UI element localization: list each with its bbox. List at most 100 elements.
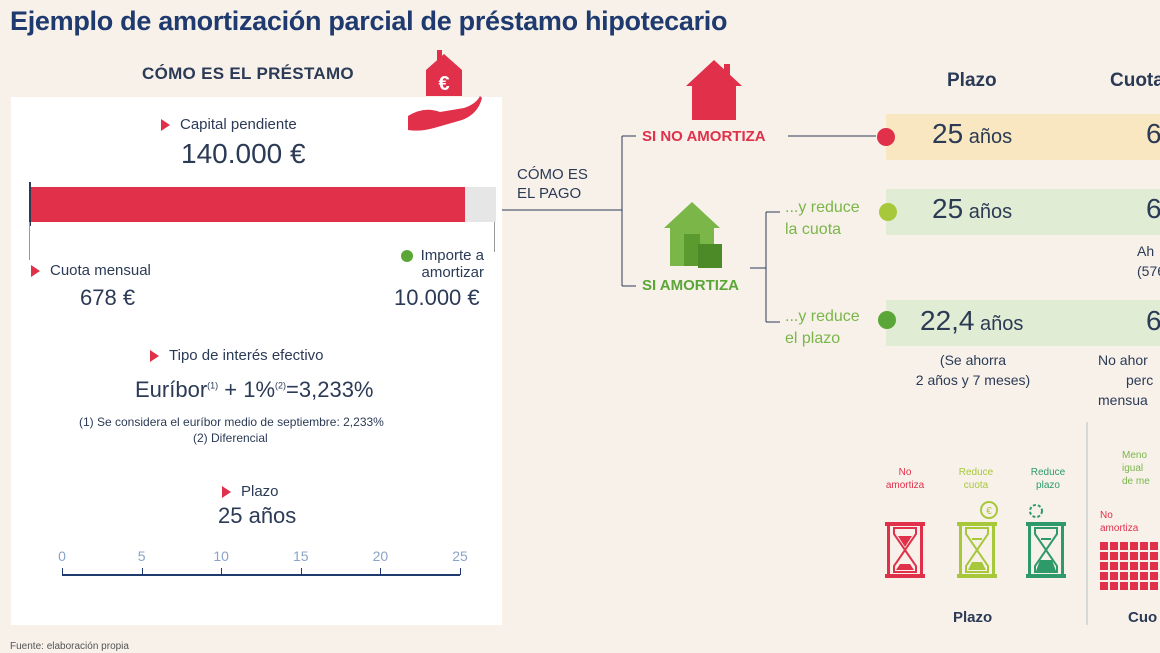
interes-euribor: Euríbor [135, 377, 208, 402]
cuota-no-label: No amortiza [1100, 509, 1138, 535]
scale-tick-mark [221, 568, 223, 575]
como-es-2: EL PAGO [517, 185, 582, 202]
hg-rp-1: Reduce [1030, 467, 1066, 478]
row3-cuota-note-3: mensua [1098, 392, 1148, 408]
scale-tick-label: 5 [137, 548, 146, 564]
grid-cell [1130, 562, 1138, 570]
row-reduce-cuota-band [886, 189, 1160, 235]
capital-bar-fill [29, 187, 465, 222]
bar-start-line [29, 222, 30, 260]
cuota-no-1: No [1100, 510, 1113, 521]
hg-no-2: amortiza [885, 480, 925, 491]
grid-cell [1140, 582, 1148, 590]
grid-cell [1100, 542, 1108, 550]
row2-note-2: (576 [1137, 263, 1160, 279]
si-amortiza: SI AMORTIZA [642, 277, 739, 294]
reduce-cuota-label: ...y reduce la cuota [785, 197, 860, 241]
cuota-label-row: Cuota mensual [31, 262, 151, 279]
row3-cuota-note: No ahor perc mensua [1098, 350, 1153, 410]
page-title: Ejemplo de amortización parcial de prést… [10, 6, 728, 36]
row3-cuota-note-1: No ahor [1098, 352, 1148, 368]
grid-cell [1110, 562, 1118, 570]
house-red-icon [686, 58, 742, 120]
row1-dot [877, 128, 895, 146]
hourglass-darkgreen-icon [1024, 500, 1068, 580]
grid-cell [1100, 552, 1108, 560]
plazo-label-row: Plazo [222, 483, 279, 500]
plazo-value: 25 años [218, 503, 297, 528]
col-plazo-header: Plazo [947, 70, 997, 91]
source-note: Fuente: elaboración propia [10, 641, 129, 652]
grid-cell [1100, 562, 1108, 570]
reduce-cuota-1: ...y reduce [785, 199, 860, 216]
row1-plazo-unit: años [963, 126, 1013, 148]
cuota-hdr-1: Meno [1122, 450, 1148, 461]
scale-tick-label: 25 [452, 548, 468, 564]
row2-note: Ah (576 [1137, 241, 1160, 281]
hg-no-1: No [898, 467, 912, 478]
svg-text:€: € [438, 73, 449, 95]
col-cuota-header: Cuota [1110, 70, 1160, 91]
plazo-footer: Plazo [953, 609, 993, 626]
cuota-label: Cuota mensual [50, 262, 151, 279]
row2-plazo-num: 25 [932, 193, 964, 224]
grid-cell [1120, 562, 1128, 570]
scale-axis [62, 574, 460, 576]
row3-dot [878, 311, 896, 329]
capital-label-row: Capital pendiente [161, 116, 297, 133]
interes-sup1: (1) [207, 380, 219, 391]
svg-text:€: € [986, 506, 992, 517]
hg-rp-label: Reduce plazo [1018, 466, 1078, 492]
capital-value: 140.000 € [181, 138, 306, 169]
green-dot-icon [400, 250, 413, 263]
scale-tick-label: 0 [58, 548, 66, 564]
importe-label-1: Importe a [420, 247, 484, 264]
grid-cell [1150, 562, 1158, 570]
scale-tick-label: 15 [293, 548, 309, 564]
note-2: (2) Diferencial [193, 431, 268, 445]
hg-rc-label: Reduce cuota [946, 466, 1006, 492]
grid-cell [1120, 582, 1128, 590]
grid-cell [1140, 542, 1148, 550]
row3-note: (Se ahorra 2 años y 7 meses) [908, 350, 1038, 390]
reduce-cuota-2: la cuota [785, 221, 842, 238]
row3-note-1: (Se ahorra [939, 352, 1007, 368]
interes-label-row: Tipo de interés efectivo [150, 347, 324, 364]
grid-cell [1100, 582, 1108, 590]
row1-plazo-num: 25 [932, 118, 964, 149]
cuota-hdr-2: igual [1122, 463, 1144, 474]
scale-tick-label: 20 [372, 548, 389, 564]
grid-cell [1150, 582, 1158, 590]
row3-cuota: 6 [1146, 305, 1160, 336]
row1-cuota: 6 [1146, 118, 1160, 149]
row3-note-2: 2 años y 7 meses) [915, 372, 1031, 388]
cuota-no-2: amortiza [1100, 523, 1139, 534]
grid-cell [1110, 552, 1118, 560]
cuota-hdr: Meno igual de me [1122, 449, 1150, 488]
importe-label-2: amortizar [421, 264, 484, 281]
hg-rp-2: plazo [1036, 480, 1060, 491]
scale-tick-mark [380, 568, 382, 575]
reduce-plazo-1: ...y reduce [785, 308, 860, 325]
grid-cell [1150, 542, 1158, 550]
bar-end-line [494, 222, 495, 252]
interes-result: =3,233% [286, 377, 374, 402]
grid-cell [1130, 552, 1138, 560]
reduce-plazo-2: el plazo [785, 330, 841, 347]
scale-tick-label: 10 [213, 548, 229, 564]
row-reduce-plazo-band [886, 300, 1160, 346]
importe-label: Importe a amortizar [384, 247, 484, 281]
grid-cell [1150, 552, 1158, 560]
loan-heading: CÓMO ES EL PRÉSTAMO [142, 64, 354, 83]
grid-cell [1130, 582, 1138, 590]
capital-label: Capital pendiente [180, 116, 297, 133]
interes-label: Tipo de interés efectivo [169, 347, 324, 364]
grid-cell [1120, 572, 1128, 580]
house-green-icon [662, 200, 722, 270]
hand-house-euro-icon: € [404, 50, 484, 140]
grid-cell [1130, 542, 1138, 550]
row2-plazo: 25 años [932, 193, 1012, 225]
row-no-amortiza-band [886, 114, 1160, 160]
grid-cell [1140, 552, 1148, 560]
como-es-pago: CÓMO ES EL PAGO [517, 165, 588, 203]
